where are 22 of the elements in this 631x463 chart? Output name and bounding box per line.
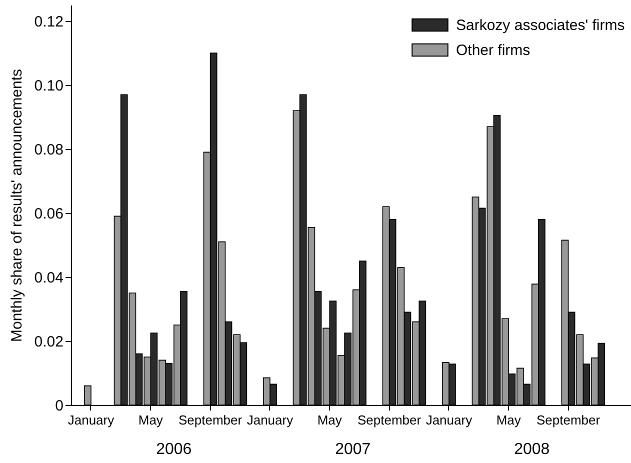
text: 2008 — [514, 441, 550, 458]
x-tick-label: May — [496, 412, 522, 428]
x-tick-label: January — [246, 412, 294, 428]
y-tick-label: 0.08 — [34, 142, 64, 158]
y-tick-label: 0 — [55, 398, 64, 414]
x-tick-label: September — [357, 412, 422, 428]
x-tick-label: September — [536, 412, 601, 428]
y-tick-label: 0.02 — [34, 334, 64, 350]
legend-label: Other firms — [456, 42, 530, 59]
x-tick-label: January — [68, 412, 115, 428]
text: 2007 — [335, 441, 371, 458]
x-tick-label: May — [317, 412, 342, 428]
x-tick-label: September — [178, 412, 243, 428]
y-tick-label: 0.04 — [34, 270, 64, 286]
text: 2006 — [156, 441, 192, 458]
y-tick-label: 0.06 — [34, 206, 64, 222]
y-tick-label: 0.12 — [34, 14, 64, 30]
y-tick-label: 0.10 — [34, 78, 64, 94]
legend-label: Sarkozy associates' firms — [456, 17, 625, 34]
x-tick-label: January — [426, 412, 473, 428]
y-axis-title: Monthly share of results' announcements — [8, 68, 26, 342]
x-tick-label: May — [138, 412, 164, 428]
